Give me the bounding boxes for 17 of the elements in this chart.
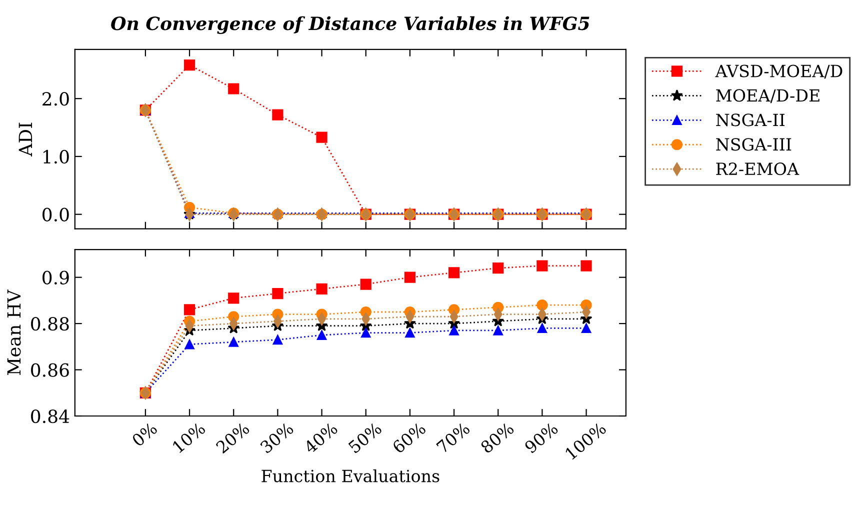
x-axis-title: Function Evaluations (262, 469, 440, 482)
legend-label: NSGA-II (716, 114, 785, 126)
y-tick-label: 2.0 (42, 92, 69, 106)
y-tick-label: 1.0 (44, 150, 69, 164)
legend-label: NSGA-III (716, 138, 792, 151)
x-tick-label: 0% (131, 422, 158, 448)
y-tick-label: 0.0 (42, 208, 69, 222)
legend-label: AVSD-MOEA/D (715, 64, 842, 79)
y-tick-label: 0.88 (31, 317, 69, 331)
y-axis-title: ADI (18, 122, 32, 157)
chart-title: On Convergence of Distance Variables in WFG5 (111, 16, 590, 34)
y-tick-label: 0.86 (31, 363, 69, 377)
y-tick-label: 0.9 (42, 270, 69, 284)
legend-label: R2-EMOA (716, 162, 800, 176)
y-tick-label: 0.84 (31, 409, 70, 424)
y-axis-title: Mean HV (7, 289, 21, 375)
legend-label: MOEA/D-DE (716, 89, 820, 104)
